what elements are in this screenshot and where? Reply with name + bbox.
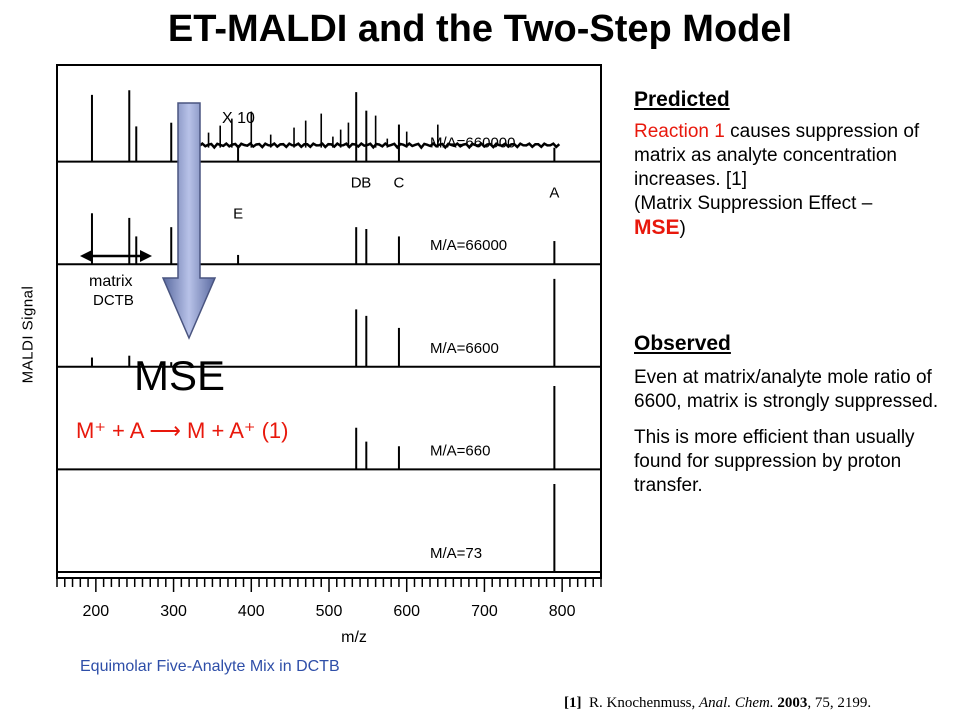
arrowhead-left-icon: [80, 250, 92, 262]
reference-authors: R. Knochenmuss,: [589, 695, 696, 711]
x-tick-label: 700: [471, 603, 498, 620]
plot-frame: [56, 64, 602, 579]
reaction-equation: M⁺ + A ⟶ M + A⁺ (1): [76, 418, 289, 443]
x-tick-label: 500: [316, 603, 343, 620]
peak-letter-label: B: [361, 175, 371, 192]
observed-section: Observed Even at matrix/analyte mole rat…: [634, 332, 954, 498]
figure-caption: Equimolar Five-Analyte Mix in DCTB: [80, 658, 340, 675]
predicted-body: causes suppression of matrix as analyte …: [634, 121, 920, 190]
spectrum-panel: M/A=73: [57, 484, 601, 573]
dctb-label: DCTB: [93, 292, 134, 309]
predicted-effect: (Matrix Suppression Effect –: [634, 193, 873, 214]
panel-ratio-label: M/A=66000: [430, 237, 507, 254]
peak-letter-label: A: [549, 185, 559, 202]
close-paren: ): [679, 218, 686, 239]
reaction-1-label: Reaction 1: [634, 121, 725, 142]
mse-overlay-label: MSE: [134, 352, 226, 399]
reference-year: 2003: [777, 695, 808, 711]
reference-journal: Anal. Chem.: [699, 695, 774, 711]
y-axis-label: MALDI Signal: [19, 285, 37, 384]
peak-letter-label: C: [394, 175, 405, 192]
x-tick-label: 800: [549, 603, 576, 620]
observed-heading: Observed: [634, 332, 731, 355]
x-tick-label: 300: [160, 603, 187, 620]
spectrum-panel: M/A=6600: [57, 278, 601, 368]
x10-noise-trace: [180, 141, 561, 150]
slide-title: ET-MALDI and the Two-Step Model: [167, 8, 793, 50]
reference-number: [1]: [564, 695, 582, 711]
x10-label: X 10: [222, 110, 255, 127]
panel-ratio-label: M/A=660: [430, 442, 490, 459]
observed-para-2: This is more efficient than usually foun…: [634, 427, 915, 496]
panel-ratio-label: M/A=6600: [430, 340, 499, 357]
down-arrow-icon: [161, 102, 217, 340]
observed-para-1: Even at matrix/analyte mole ratio of 660…: [634, 367, 939, 412]
arrowhead-right-icon: [140, 250, 152, 262]
panel-ratio-label: M/A=73: [430, 545, 482, 562]
x-tick-label: 200: [83, 603, 110, 620]
spectrum-panel: M/A=66000: [57, 213, 601, 266]
predicted-heading: Predicted: [634, 88, 730, 111]
spectrum-panel: M/A=660: [57, 386, 601, 471]
predicted-section: Predicted Reaction 1 causes suppression …: [634, 88, 954, 241]
peak-letter-label: D: [351, 175, 362, 192]
x-axis-label: m/z: [341, 629, 367, 646]
mse-abbrev: MSE: [634, 216, 680, 239]
x-tick-label: 600: [393, 603, 420, 620]
reference: [1] R. Knochenmuss, Anal. Chem. 2003, 75…: [564, 695, 871, 712]
matrix-label: matrix: [89, 273, 133, 290]
down-arrow-shape: [161, 102, 217, 340]
y-axis-label-box: MALDI Signal: [8, 286, 48, 384]
x-tick-label: 400: [238, 603, 265, 620]
peak-letter-label: E: [233, 206, 243, 223]
spectrum-panel: M/A=660000 X 10: [57, 90, 601, 163]
predicted-text: Reaction 1 causes suppression of matrix …: [634, 120, 954, 241]
reference-rest: , 75, 2199.: [807, 695, 872, 711]
panel-ratio-label: M/A=660000: [430, 135, 515, 152]
